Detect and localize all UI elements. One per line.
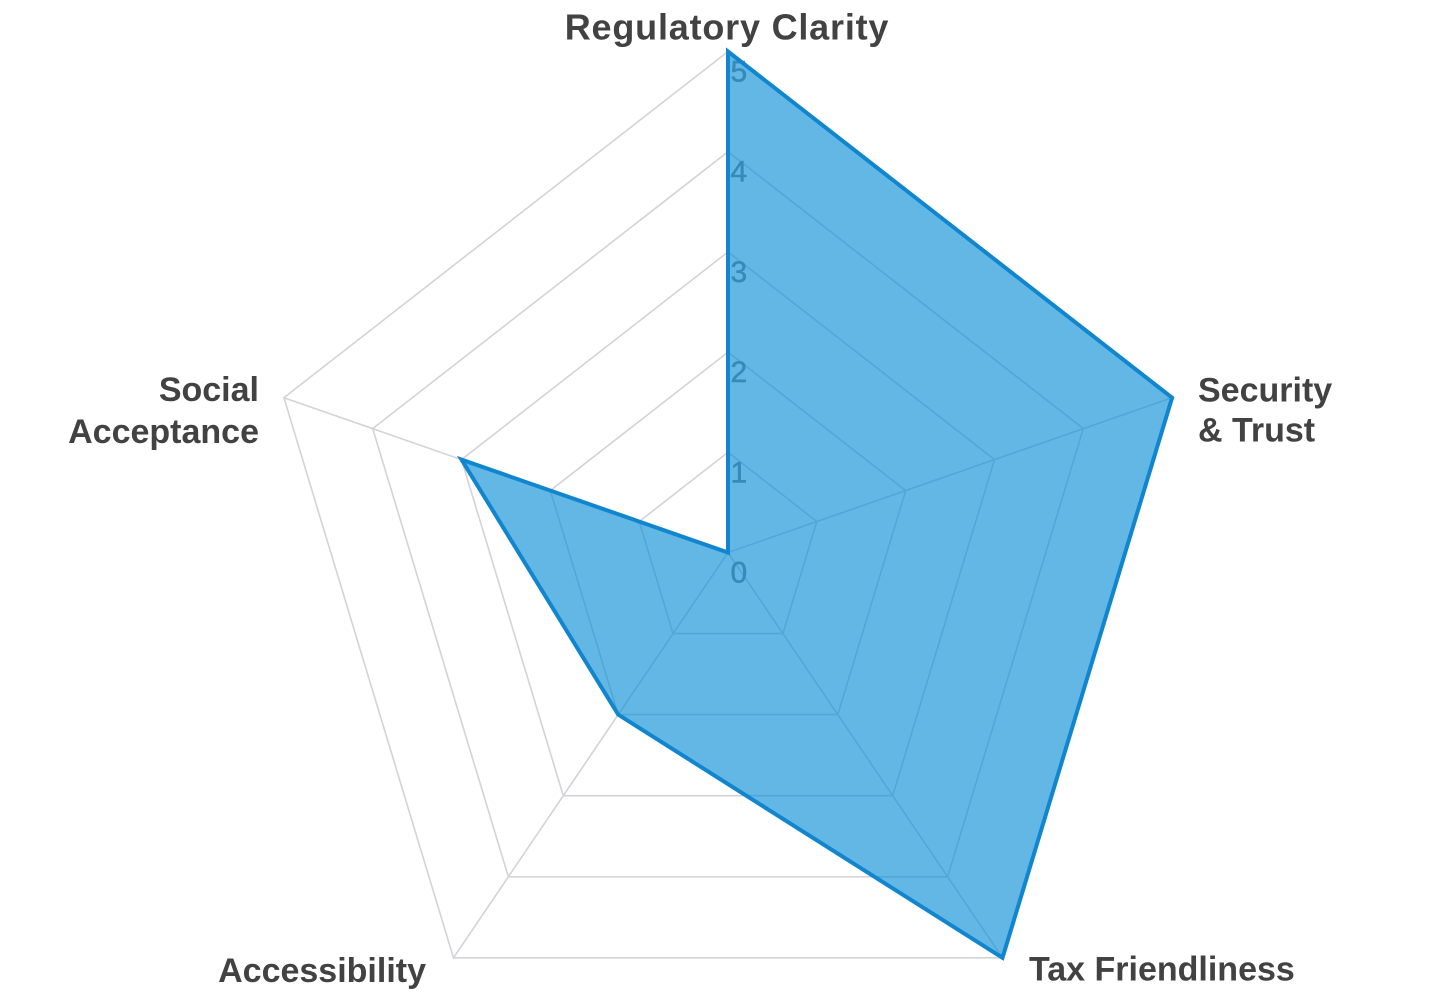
svg-text:Social: Social xyxy=(159,371,259,409)
svg-text:Acceptance: Acceptance xyxy=(68,413,259,451)
svg-text:Accessibility: Accessibility xyxy=(218,952,426,990)
svg-text:& Trust: & Trust xyxy=(1198,412,1315,450)
svg-text:Tax Friendliness: Tax Friendliness xyxy=(1029,951,1295,989)
svg-text:Regulatory Clarity: Regulatory Clarity xyxy=(565,7,889,48)
svg-text:Security: Security xyxy=(1198,372,1332,410)
